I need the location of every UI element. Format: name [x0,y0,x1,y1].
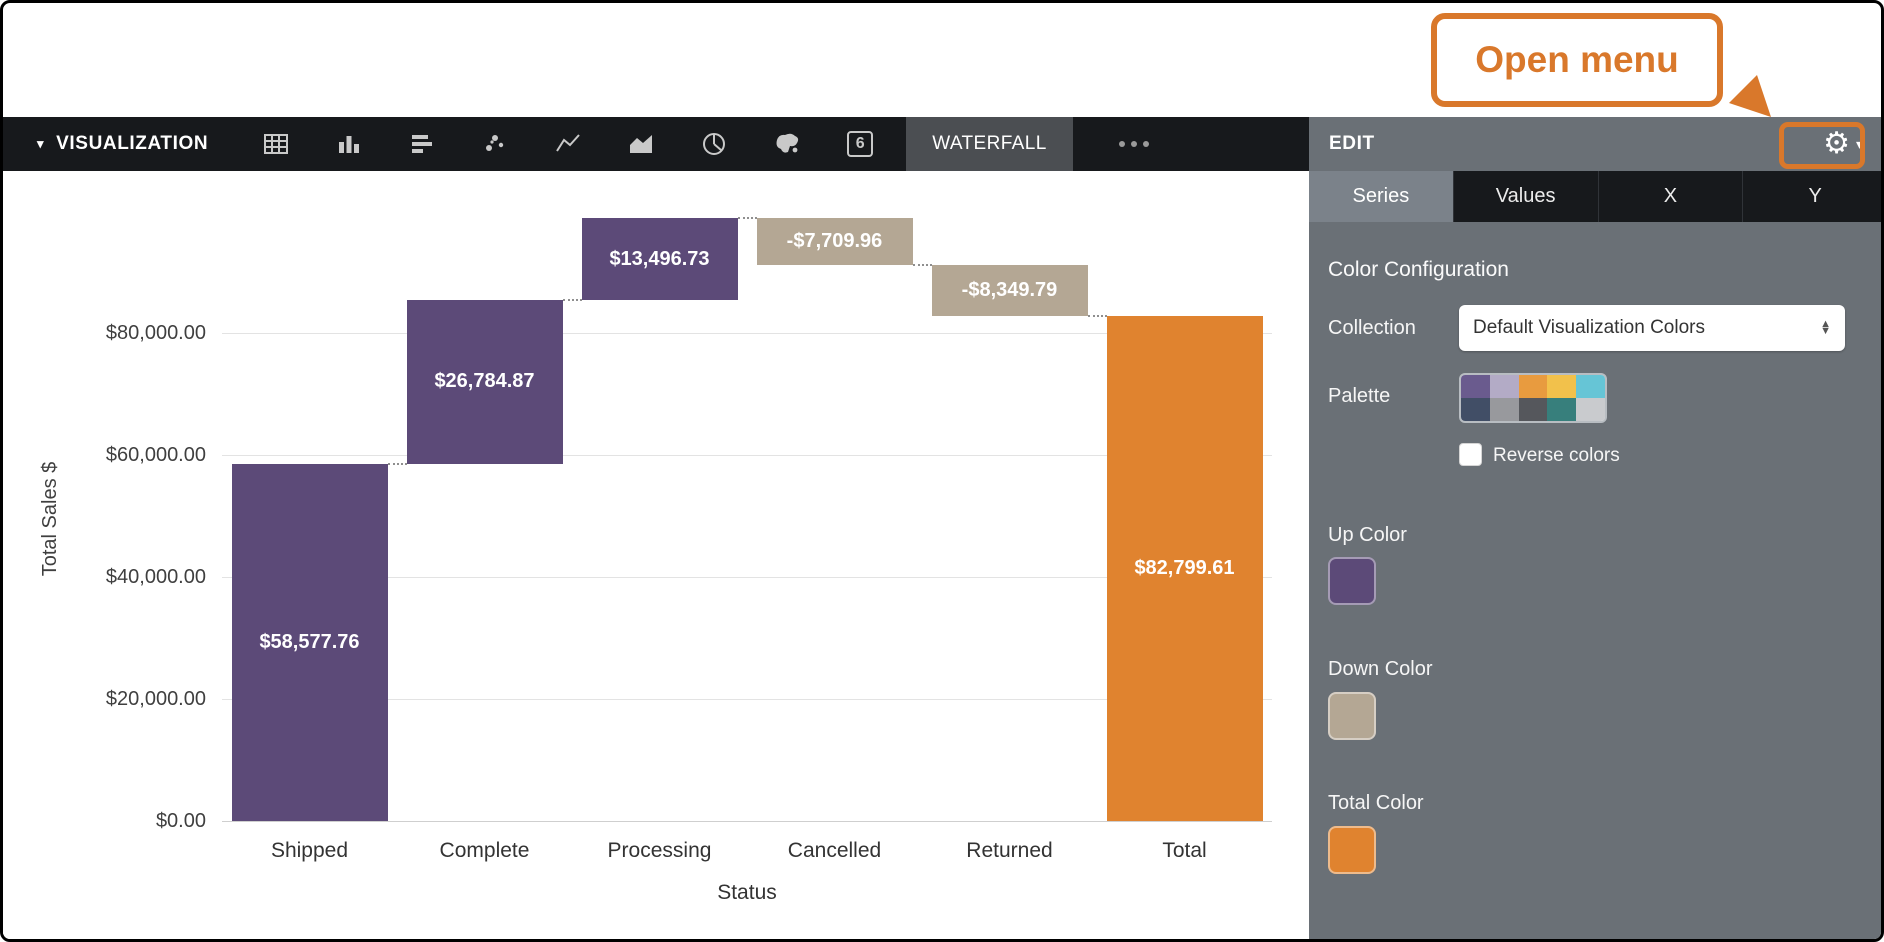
waterfall-connector [912,263,932,266]
bar-value-label: $13,496.73 [609,247,710,270]
gridline [222,455,1272,456]
waterfall-connector [562,299,582,302]
palette-color [1518,375,1548,398]
gridline [222,821,1272,822]
open-menu-callout: Open menu [1431,13,1723,107]
down-color-swatch[interactable] [1328,692,1376,740]
gridline [222,577,1272,578]
single-value-icon[interactable]: 6 [844,128,876,160]
y-tick-label: $0.00 [155,810,206,832]
waterfall-connector [387,462,407,465]
up-color-label: Up Color [1328,524,1407,546]
gridline [222,333,1272,334]
palette-top-row [1461,375,1605,398]
palette-bottom-row [1461,398,1605,421]
edit-panel-tabs: Series Values X Y [1309,171,1881,222]
palette-color [1547,375,1577,398]
collection-dropdown[interactable]: Default Visualization Colors ▲ ▼ [1459,305,1845,351]
waterfall-bar-cancelled[interactable]: -$7,709.96 [756,217,913,265]
tab-waterfall[interactable]: WATERFALL [906,117,1073,171]
visualization-section-toggle[interactable]: ▾ VISUALIZATION [37,133,208,155]
table-icon[interactable] [260,128,292,160]
line-chart-icon[interactable] [552,128,584,160]
palette-label: Palette [1328,385,1391,407]
bar-value-label: -$7,709.96 [786,229,883,252]
reverse-colors-checkbox[interactable] [1459,443,1482,466]
edit-panel-body: Color Configuration Collection Default V… [1309,222,1881,939]
column-chart-icon[interactable] [333,128,365,160]
more-options-icon[interactable] [1118,141,1149,147]
callout-arrow-icon [1729,75,1771,117]
edit-menu-button[interactable]: ⚙ ▾ [1823,129,1863,159]
y-tick-label: $60,000.00 [105,444,206,466]
waterfall-connector [737,216,757,219]
x-category-label: Total [1162,839,1207,862]
palette-swatch-strip[interactable] [1459,373,1607,423]
x-category-label: Complete [439,839,530,862]
collection-label: Collection [1328,317,1416,339]
waterfall-bar-total[interactable]: $82,799.61 [1106,315,1263,821]
open-menu-callout-label: Open menu [1475,39,1679,80]
waterfall-bar-shipped[interactable]: $58,577.76 [231,463,388,821]
chart-type-icon-row: 6 [260,128,876,160]
y-tick-label: $40,000.00 [105,566,206,588]
visualization-toolbar: ▾ VISUALIZATION [3,117,1309,171]
chevron-down-icon: ▾ [1855,135,1863,152]
palette-color [1461,398,1490,421]
palette-color [1518,398,1548,421]
palette-color [1576,375,1605,398]
area-chart-icon[interactable] [625,128,657,160]
palette-color [1576,398,1605,421]
single-value-glyph: 6 [847,131,874,157]
total-color-swatch[interactable] [1328,826,1376,874]
waterfall-bar-returned[interactable]: -$8,349.79 [931,264,1088,316]
bar-value-label: $58,577.76 [259,630,360,653]
gridline [222,699,1272,700]
gear-icon: ⚙ [1823,127,1850,160]
tab-x[interactable]: X [1599,171,1744,222]
y-tick-label: $20,000.00 [105,688,206,710]
bar-value-label: $82,799.61 [1134,556,1235,579]
x-category-label: Processing [607,839,712,862]
x-category-label: Shipped [270,839,349,862]
collection-dropdown-value: Default Visualization Colors [1473,317,1705,338]
edit-panel-header: EDIT ⚙ ▾ [1309,117,1881,171]
tab-y[interactable]: Y [1808,185,1822,207]
palette-color [1461,375,1490,398]
map-icon[interactable] [771,128,803,160]
waterfall-bar-complete[interactable]: $26,784.87 [406,300,563,464]
edit-panel-title: EDIT [1329,133,1375,154]
color-configuration-heading: Color Configuration [1328,258,1509,281]
palette-color [1547,398,1577,421]
bar-value-label: -$8,349.79 [961,278,1058,301]
tab-series[interactable]: Series [1309,171,1454,222]
pie-chart-icon[interactable] [698,128,730,160]
y-tick-label: $80,000.00 [105,322,206,344]
chevron-down-icon: ▾ [37,136,45,151]
scatter-icon[interactable] [479,128,511,160]
reverse-colors-label: Reverse colors [1493,445,1620,466]
visualization-title: VISUALIZATION [56,133,209,154]
x-axis-title: Status [717,881,777,904]
waterfall-bar-processing[interactable]: $13,496.73 [581,217,738,301]
bar-value-label: $26,784.87 [434,370,535,393]
palette-color [1489,398,1519,421]
palette-color [1489,375,1519,398]
bar-chart-icon[interactable] [406,128,438,160]
x-category-label: Cancelled [787,839,882,862]
up-color-swatch[interactable] [1328,557,1376,605]
waterfall-connector [1087,314,1107,317]
select-arrows-icon: ▲ ▼ [1820,317,1831,337]
waterfall-chart: Total Sales $ Status $0.00 $20,000.00 $40,… [3,171,1309,939]
x-category-label: Returned [966,839,1053,862]
down-color-label: Down Color [1328,658,1433,680]
tab-values[interactable]: Values [1454,171,1599,222]
total-color-label: Total Color [1328,792,1424,814]
